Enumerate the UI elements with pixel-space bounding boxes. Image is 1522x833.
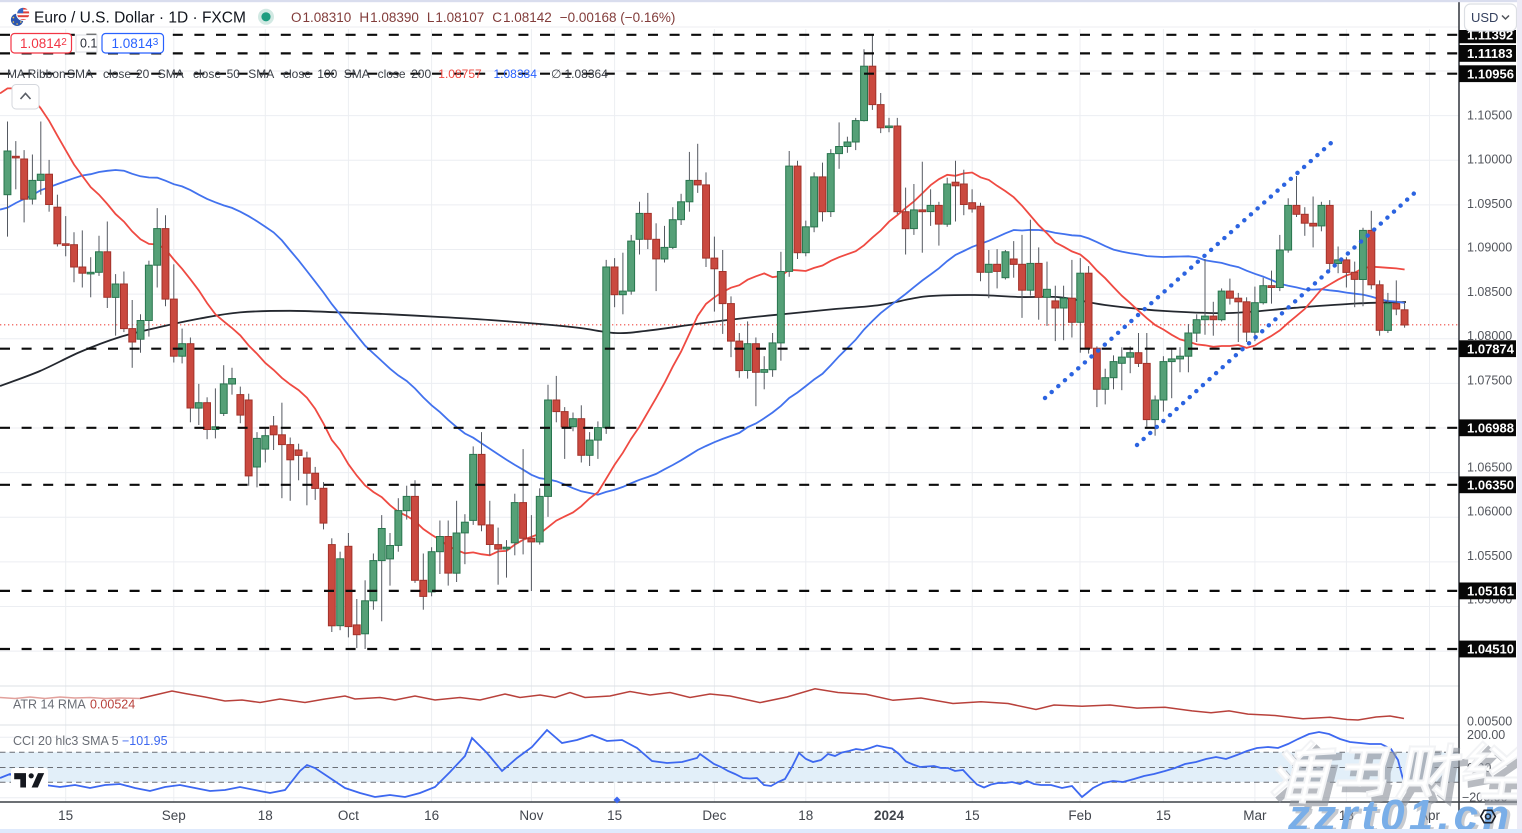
svg-text:SMA: SMA: [67, 67, 93, 81]
svg-text:0.1: 0.1: [80, 37, 97, 51]
svg-text:200: 200: [411, 67, 431, 81]
svg-text:1.08143: 1.08143: [112, 36, 159, 51]
svg-text:0.00500: 0.00500: [1467, 714, 1512, 728]
svg-text:1.08500: 1.08500: [1467, 285, 1512, 299]
svg-text:1.08142: 1.08142: [20, 36, 67, 51]
svg-text:18: 18: [798, 808, 813, 823]
svg-text:close: close: [103, 67, 131, 81]
svg-text:200.00: 200.00: [1467, 728, 1505, 742]
svg-text:zzrt01.cn: zzrt01.cn: [1287, 791, 1513, 833]
svg-text:close: close: [283, 67, 311, 81]
svg-text:Nov: Nov: [519, 808, 543, 823]
svg-text:2024: 2024: [874, 808, 905, 823]
svg-text:SMA: SMA: [248, 67, 274, 81]
svg-text:1.09000: 1.09000: [1467, 241, 1512, 255]
svg-text:1.05500: 1.05500: [1467, 549, 1512, 563]
svg-text:close: close: [378, 67, 406, 81]
svg-text:15: 15: [965, 808, 980, 823]
svg-text:1.07500: 1.07500: [1467, 373, 1512, 387]
svg-text:1.10000: 1.10000: [1467, 152, 1512, 166]
svg-text:1.08384: 1.08384: [494, 67, 538, 81]
svg-text:∅: ∅: [551, 67, 561, 81]
svg-text:SMA: SMA: [344, 67, 370, 81]
svg-text:Dec: Dec: [702, 808, 726, 823]
svg-text:1.05161: 1.05161: [1467, 584, 1514, 599]
svg-text:20: 20: [136, 67, 150, 81]
svg-text:1.07874: 1.07874: [1467, 341, 1515, 356]
svg-text:16: 16: [424, 808, 439, 823]
svg-text:1.06000: 1.06000: [1467, 504, 1512, 518]
svg-text:ATR 14 RMA: ATR 14 RMA: [13, 698, 86, 712]
svg-text:Oct: Oct: [338, 808, 359, 823]
svg-text:50: 50: [227, 67, 241, 81]
svg-text:1.08000: 1.08000: [1467, 329, 1512, 343]
svg-text:15: 15: [58, 808, 73, 823]
svg-text:1.08757: 1.08757: [438, 67, 482, 81]
svg-text:Feb: Feb: [1068, 808, 1091, 823]
svg-text:USD: USD: [1471, 10, 1498, 25]
svg-text:Euro / U.S. Dollar · 1D · FXCM: Euro / U.S. Dollar · 1D · FXCM: [34, 10, 246, 27]
svg-text:Mar: Mar: [1243, 808, 1267, 823]
svg-text:Sep: Sep: [162, 808, 186, 823]
svg-text:Apr: Apr: [1419, 808, 1441, 823]
svg-text:zzrt01.cn: zzrt01.cn: [1290, 793, 1516, 833]
svg-text:−101.95: −101.95: [122, 734, 168, 748]
svg-text:15: 15: [1156, 808, 1171, 823]
svg-text:100: 100: [317, 67, 337, 81]
svg-text:1.06500: 1.06500: [1467, 461, 1512, 475]
svg-text:CCI 20 hlc3 SMA 5: CCI 20 hlc3 SMA 5: [13, 734, 119, 748]
svg-text:close: close: [193, 67, 221, 81]
svg-text:1.10956: 1.10956: [1467, 66, 1514, 81]
svg-text:SMA: SMA: [158, 67, 184, 81]
svg-text:18: 18: [258, 808, 273, 823]
svg-text:1.08364: 1.08364: [565, 67, 609, 81]
svg-text:1.06988: 1.06988: [1467, 420, 1514, 435]
svg-text:18: 18: [1339, 808, 1354, 823]
svg-text:1.10500: 1.10500: [1467, 109, 1512, 123]
svg-text:1.11183: 1.11183: [1467, 46, 1513, 61]
svg-text:1.04510: 1.04510: [1467, 642, 1514, 657]
svg-text:15: 15: [607, 808, 622, 823]
svg-text:1.09500: 1.09500: [1467, 197, 1512, 211]
svg-text:MA Ribbon: MA Ribbon: [7, 67, 66, 81]
svg-text:1.06350: 1.06350: [1467, 477, 1514, 492]
svg-text:0.00524: 0.00524: [90, 698, 135, 712]
